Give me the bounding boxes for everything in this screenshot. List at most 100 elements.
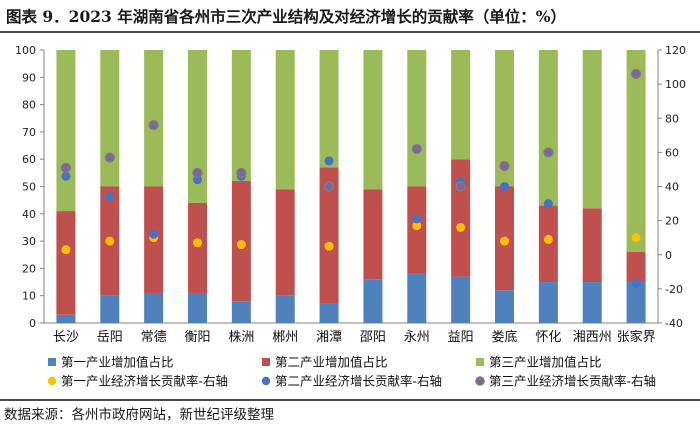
dot-series-2 [412, 214, 422, 224]
x-tick-label: 邵阳 [360, 330, 386, 345]
legend-swatch [48, 358, 56, 366]
bar-2 [582, 208, 602, 283]
legend-label: 第一产业增加值占比 [61, 355, 174, 370]
source-rule [0, 399, 700, 401]
legend-swatch [262, 358, 270, 366]
dot-series-2 [61, 171, 71, 181]
dot-series-3 [323, 181, 335, 192]
dot-series-2 [105, 192, 115, 202]
bar-3 [144, 50, 164, 187]
right-tick-label: 20 [665, 215, 679, 228]
right-tick-label: 120 [665, 44, 686, 57]
right-tick-label: 60 [665, 146, 679, 159]
bar-3 [451, 50, 471, 160]
left-tick-label: 70 [22, 126, 36, 139]
bar-2 [319, 167, 339, 304]
left-tick-label: 100 [15, 44, 36, 57]
bar-1 [231, 301, 251, 323]
right-tick-label: -40 [665, 317, 683, 330]
dot-series-1 [500, 236, 509, 246]
left-tick-label: 20 [22, 262, 36, 275]
dot-series-1 [236, 240, 246, 250]
legend-label: 第三产业增加值占比 [489, 355, 602, 370]
left-tick-label: 80 [22, 99, 36, 112]
left-tick-label: 40 [22, 208, 36, 221]
bar-1 [407, 273, 427, 323]
x-tick-label: 衡阳 [184, 330, 210, 345]
dot-series-3 [236, 167, 247, 179]
dot-series-1 [412, 221, 422, 231]
dot-series-1 [324, 241, 334, 251]
bar-3 [538, 50, 558, 206]
bar-1 [188, 292, 207, 323]
dot-series-2 [149, 229, 159, 239]
dot-series-1 [105, 236, 115, 246]
x-tick-label: 娄底 [491, 329, 517, 345]
bar-2 [626, 252, 646, 283]
legend-marker [475, 376, 485, 386]
bar-1 [100, 295, 120, 323]
bar-1 [451, 276, 471, 323]
bar-3 [363, 50, 383, 190]
dot-series-1 [456, 222, 466, 232]
dot-series-1 [193, 238, 202, 248]
dot-series-2 [324, 156, 334, 166]
left-tick-label: 50 [22, 181, 36, 194]
bar-3 [275, 50, 295, 190]
dot-series-3 [192, 167, 203, 179]
dot-series-2 [543, 199, 553, 209]
bar-2 [451, 159, 471, 277]
dot-series-3 [543, 147, 554, 158]
bar-3 [495, 50, 514, 187]
bar-1 [275, 295, 295, 323]
dot-series-2 [500, 182, 509, 191]
legend-marker [47, 376, 57, 386]
bar-1 [495, 290, 514, 323]
bar-1 [319, 303, 339, 323]
legend-marker [261, 376, 271, 386]
dot-series-3 [411, 143, 422, 155]
x-tick-label: 张家界 [617, 329, 656, 345]
bar-2 [275, 189, 295, 296]
left-tick-label: 10 [22, 290, 36, 303]
right-tick-label: 80 [665, 112, 679, 125]
dot-series-2 [631, 279, 641, 289]
x-tick-label: 益阳 [448, 330, 474, 345]
legend-label: 第二产业经济增长贡献率-右轴 [275, 374, 442, 389]
left-tick-label: 0 [29, 317, 36, 330]
x-tick-label: 长沙 [53, 330, 79, 345]
x-tick-label: 湘西州 [573, 330, 612, 345]
x-tick-label: 株洲 [228, 330, 254, 345]
bar-3 [319, 50, 339, 168]
bar-3 [582, 50, 602, 209]
dot-series-3 [104, 152, 115, 163]
bar-1 [56, 314, 76, 323]
x-tick-label: 郴州 [272, 330, 298, 345]
legend-label: 第二产业增加值占比 [275, 355, 388, 370]
dot-series-3 [148, 119, 159, 131]
bar-3 [188, 50, 207, 203]
left-tick-label: 60 [22, 153, 36, 166]
right-tick-label: 0 [665, 249, 672, 262]
dot-series-1 [631, 233, 641, 243]
right-tick-label: 100 [665, 78, 686, 91]
bar-2 [188, 202, 207, 293]
chart-title: 图表 9．2023 年湖南省各州市三次产业结构及对经济增长的贡献率（单位：%） [6, 7, 566, 26]
bar-3 [100, 50, 120, 187]
left-tick-label: 90 [22, 71, 36, 84]
legend-swatch [476, 358, 484, 366]
bar-2 [363, 189, 383, 280]
dot-series-3 [60, 162, 72, 173]
bar-3 [56, 50, 76, 212]
chart: 0 10 20 30 40 50 60 70 80 90 100 -40 -20 0 20 40 60 80 100… [15, 44, 686, 389]
bar-1 [363, 279, 383, 323]
bar-3 [231, 50, 251, 182]
title-rule [0, 31, 700, 33]
right-tick-label: -20 [665, 283, 683, 296]
right-tick-label: 40 [665, 181, 679, 194]
dot-series-3 [630, 68, 642, 80]
dot-series-1 [543, 234, 553, 244]
bar-1 [626, 282, 646, 323]
bar-3 [407, 50, 427, 187]
legend-label: 第三产业经济增长贡献率-右轴 [489, 374, 656, 389]
